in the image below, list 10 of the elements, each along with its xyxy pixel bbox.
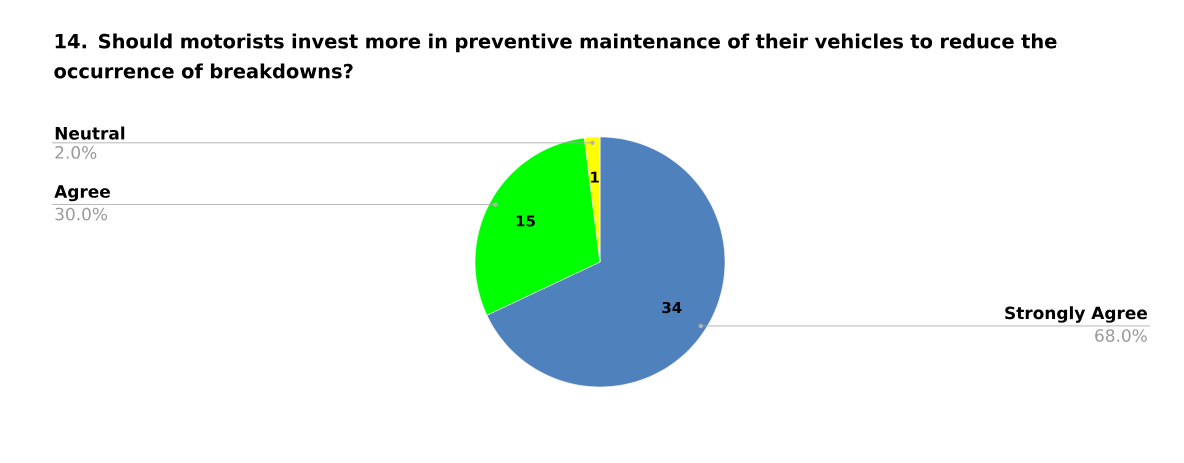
data-label: 1 [591, 171, 599, 183]
slice-label: Agree [54, 185, 110, 202]
data-label: 15 [516, 215, 535, 227]
slice-label: Neutral [55, 126, 125, 140]
chart-title: 14. Should motorists invest more in preventive maintenance of their vehicles to reduce the occurrence of breakdowns? [54, 33, 1057, 79]
text: 68.0% [1095, 329, 1147, 342]
data-label: 34 [662, 301, 682, 314]
slice-label: Strongly Agree [1005, 306, 1147, 323]
text: 2.0% [55, 146, 97, 159]
text: 30.0% [55, 207, 108, 221]
